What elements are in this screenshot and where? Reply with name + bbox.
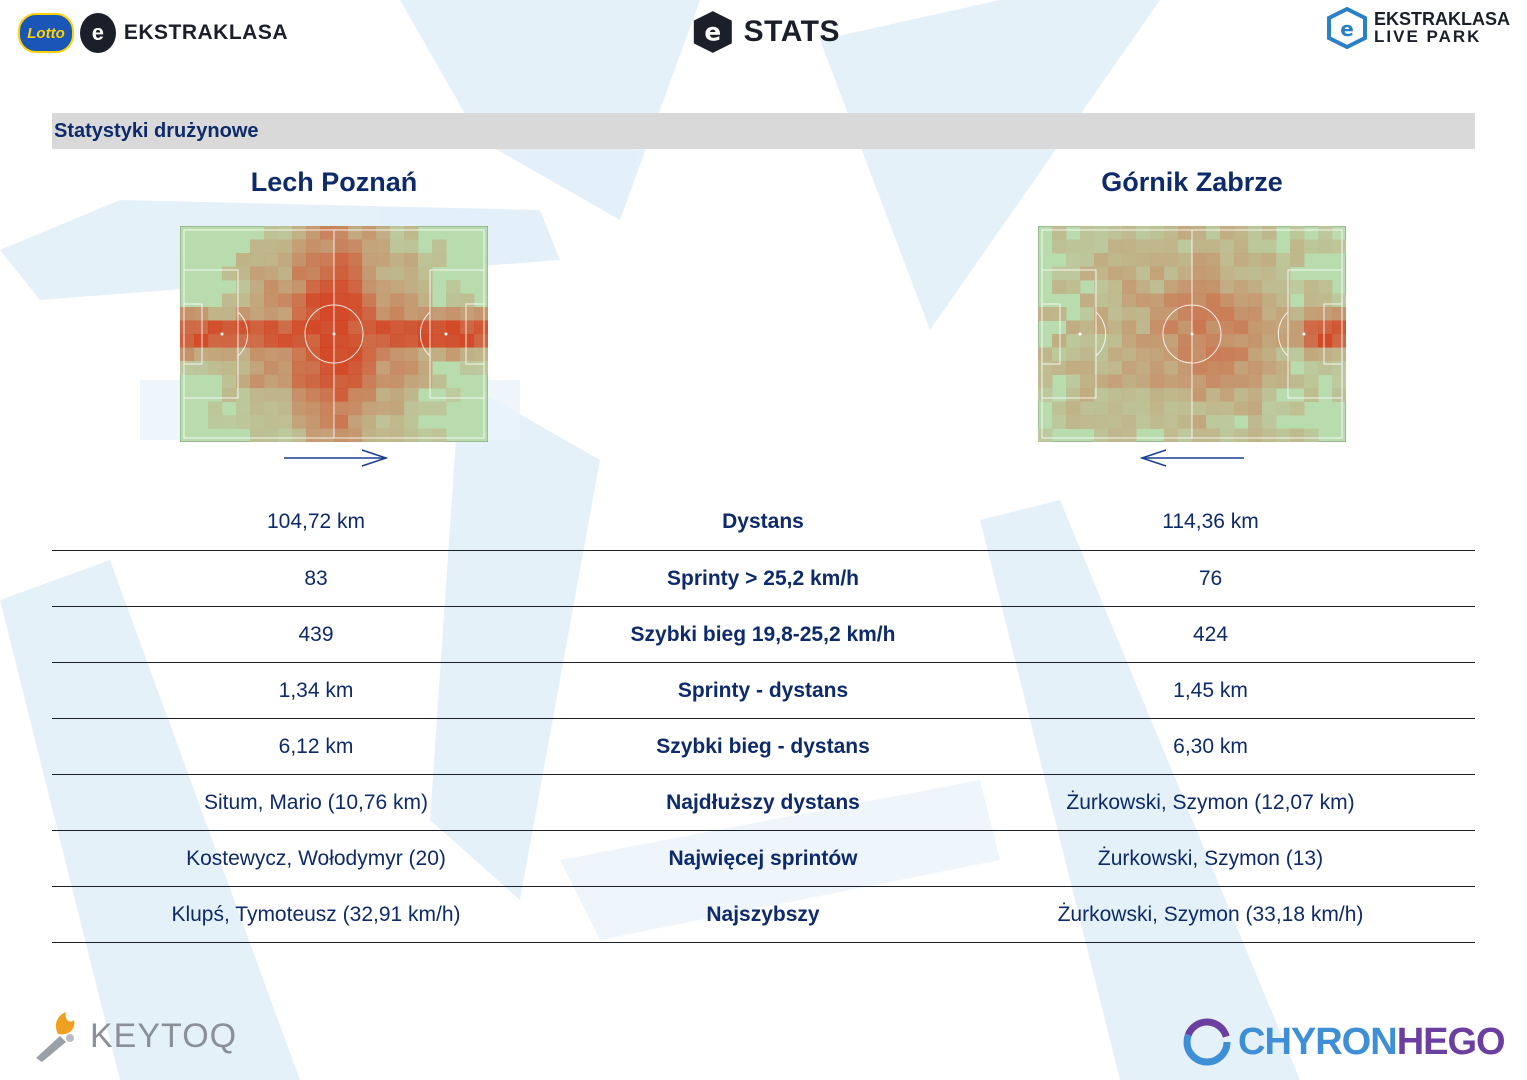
ekstraklasa-lotto-logo: Lotto e EKSTRAKLASA <box>18 10 288 56</box>
stat-row-distance: 104,72 km Dystans 114,36 km <box>52 494 1475 551</box>
svg-text:e: e <box>704 18 721 47</box>
team-stats-table: 104,72 km Dystans 114,36 km 83 Sprinty >… <box>52 494 1475 943</box>
away-stat-value: 76 <box>1198 566 1223 590</box>
lotto-badge: Lotto <box>18 13 74 53</box>
live-park-logo-line1: EKSTRAKLASA <box>1374 9 1511 29</box>
home-stat-value: 439 <box>298 622 334 646</box>
away-stat-value: Żurkowski, Szymon (33,18 km/h) <box>1057 902 1364 926</box>
away-stat-value: Żurkowski, Szymon (12,07 km) <box>1066 790 1355 814</box>
home-team-heatmap <box>180 226 488 442</box>
home-stat-value: Situm, Mario (10,76 km) <box>203 790 429 814</box>
stat-row-fastest: Klupś, Tymoteusz (32,91 km/h) Najszybszy… <box>52 887 1475 943</box>
away-stat-value: 114,36 km <box>1162 510 1259 533</box>
away-team-name: Górnik Zabrze <box>1101 167 1283 197</box>
home-stat-value: 104,72 km <box>266 510 366 533</box>
stat-row-high-speed-runs: 439 Szybki bieg 19,8-25,2 km/h 424 <box>52 607 1475 663</box>
home-stat-value: 6,12 km <box>278 734 354 758</box>
home-stat-value: 83 <box>304 566 328 590</box>
home-attack-direction-arrow <box>284 449 389 467</box>
away-team-heatmap <box>1038 226 1346 442</box>
stat-label: Szybki bieg 19,8-25,2 km/h <box>630 622 896 646</box>
home-stat-value: Klupś, Tymoteusz (32,91 km/h) <box>171 902 461 926</box>
stat-row-longest-distance: Situm, Mario (10,76 km) Najdłuższy dysta… <box>52 775 1475 831</box>
away-stat-value: 1,45 km <box>1173 678 1248 702</box>
keytoq-logo-text: KEYTOQ <box>90 1016 238 1055</box>
live-park-logo-line2: LIVE PARK <box>1374 27 1482 46</box>
home-heatmap-pitch-spots <box>220 332 448 336</box>
ekstraklasa-e-icon: e <box>79 13 116 53</box>
stat-label: Szybki bieg - dystans <box>656 734 870 758</box>
home-team-name: Lech Poznań <box>250 167 418 197</box>
stat-label: Najdłuższy dystans <box>666 790 860 814</box>
stat-row-sprint-distance: 1,34 km Sprinty - dystans 1,45 km <box>52 663 1475 719</box>
away-heatmap-pitch-lines <box>1041 229 1343 439</box>
away-attack-direction-arrow <box>1139 449 1244 467</box>
section-title: Statystyki drużynowe <box>54 119 259 142</box>
away-stat-value: 424 <box>1192 622 1229 646</box>
chyronhego-logo-part1: CHYRON <box>1238 1020 1398 1063</box>
chyronhego-swirl-icon <box>1183 1018 1231 1066</box>
keytoq-logo: KEYTOQ <box>30 1006 240 1066</box>
section-header: Statystyki drużynowe <box>52 113 1475 149</box>
stat-row-most-sprints: Kostewycz, Wołodymyr (20) Najwięcej spri… <box>52 831 1475 887</box>
home-stat-value: Kostewycz, Wołodymyr (20) <box>186 846 446 870</box>
away-heatmap-pitch-spots <box>1078 332 1306 336</box>
stat-label: Dystans <box>722 510 804 533</box>
stat-row-high-speed-distance: 6,12 km Szybki bieg - dystans 6,30 km <box>52 719 1475 775</box>
ekstraklasa-live-park-logo: e EKSTRAKLASA LIVE PARK <box>1326 6 1516 50</box>
live-park-shield-icon: e <box>1327 7 1367 49</box>
svg-text:e: e <box>1340 17 1354 41</box>
estats-logo-text: STATS <box>743 15 840 48</box>
chyronhego-logo: CHYRONHEGO <box>1182 1014 1512 1070</box>
chyronhego-logo-part2: HEGO <box>1396 1020 1506 1063</box>
stat-label: Sprinty - dystans <box>677 678 849 702</box>
estats-logo: e STATS <box>690 8 840 56</box>
stat-label: Najwięcej sprintów <box>668 846 858 870</box>
away-stat-value: Żurkowski, Szymon (13) <box>1097 846 1324 870</box>
ekstraklasa-logo-text: EKSTRAKLASA <box>123 21 288 44</box>
home-stat-value: 1,34 km <box>278 678 354 702</box>
stat-label: Najszybszy <box>706 902 820 926</box>
away-stat-value: 6,30 km <box>1173 734 1248 758</box>
estats-shield-icon: e <box>693 11 732 53</box>
stat-row-sprints: 83 Sprinty > 25,2 km/h 76 <box>52 551 1475 607</box>
keytoq-figure-icon <box>36 1012 75 1062</box>
stat-label: Sprinty > 25,2 km/h <box>667 566 859 590</box>
